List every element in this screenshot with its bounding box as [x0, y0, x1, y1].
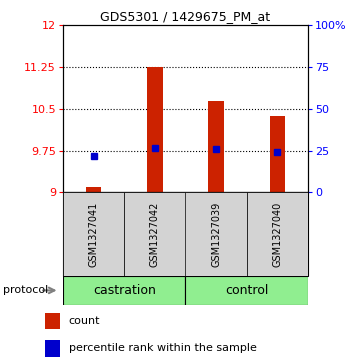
Text: GSM1327039: GSM1327039 — [211, 201, 221, 267]
Bar — [124, 192, 186, 276]
Bar — [247, 192, 308, 276]
Text: count: count — [69, 316, 100, 326]
Text: GSM1327042: GSM1327042 — [150, 201, 160, 267]
Bar — [209, 101, 224, 192]
Text: control: control — [225, 284, 268, 297]
Text: GSM1327041: GSM1327041 — [89, 201, 99, 267]
Bar — [186, 192, 247, 276]
Bar — [63, 276, 186, 305]
Text: protocol: protocol — [4, 285, 49, 295]
Bar — [186, 276, 308, 305]
Bar — [86, 187, 101, 192]
Bar — [45, 313, 60, 330]
Text: GSM1327040: GSM1327040 — [272, 201, 282, 267]
Bar — [147, 67, 162, 192]
Text: percentile rank within the sample: percentile rank within the sample — [69, 343, 257, 354]
Bar — [45, 340, 60, 356]
Bar — [63, 192, 124, 276]
Bar — [270, 115, 285, 192]
Text: castration: castration — [93, 284, 156, 297]
Title: GDS5301 / 1429675_PM_at: GDS5301 / 1429675_PM_at — [100, 10, 271, 23]
